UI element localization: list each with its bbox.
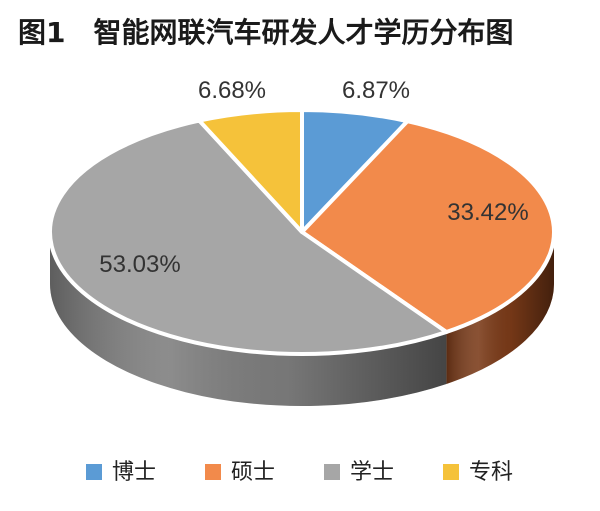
chart-title: 图1 智能网联汽车研发人才学历分布图 [18,16,514,49]
legend-item-3: 专科 [443,460,513,485]
data-label-1: 33.42% [447,199,528,226]
legend-swatch-0 [86,464,102,480]
pie-slice-3 [197,108,304,234]
data-label-2: 53.03% [99,251,180,278]
pie-slice-2 [48,118,449,356]
legend-label-1: 硕士 [231,460,275,485]
legend-item-2: 学士 [324,460,394,485]
pie-side-shade-2 [50,232,447,406]
data-label-3: 6.68% [198,77,266,104]
pie-top [48,108,556,356]
legend-swatch-3 [443,464,459,480]
legend-swatch-1 [205,464,221,480]
legend-item-1: 硕士 [205,460,275,485]
legend-swatch-2 [324,464,340,480]
legend: 博士 硕士 学士 专科 [86,460,513,485]
legend-label-0: 博士 [112,460,156,485]
legend-label-3: 专科 [469,460,513,485]
pie-labels: 6.87% 33.42% 53.03% 6.68% [99,77,528,278]
data-label-0: 6.87% [342,77,410,104]
pie-slice-1 [300,119,556,334]
legend-label-2: 学士 [350,460,394,485]
legend-item-0: 博士 [86,460,156,485]
